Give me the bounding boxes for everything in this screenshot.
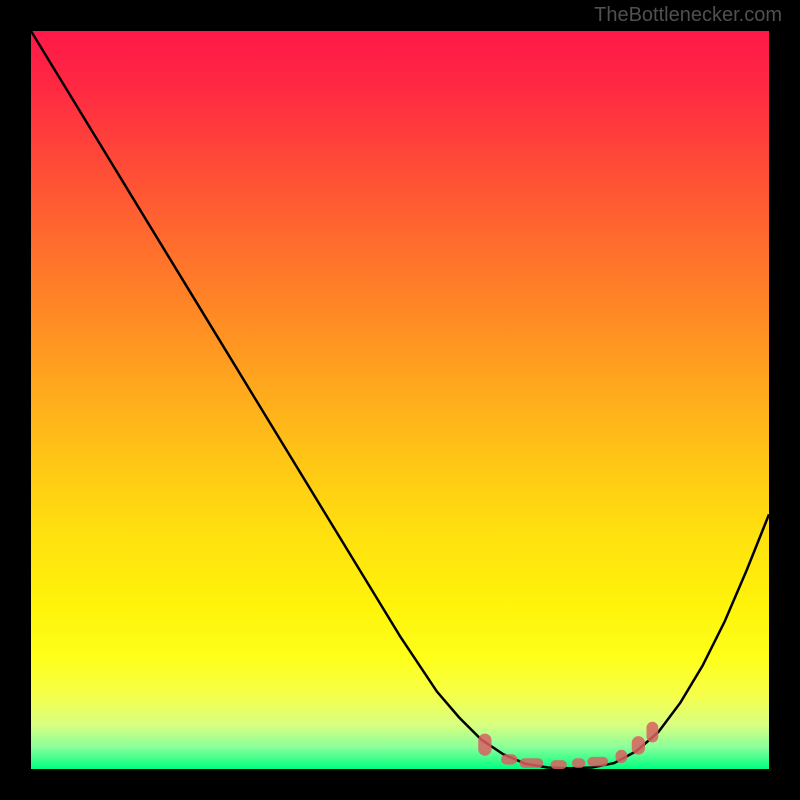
curve-marker [478, 734, 491, 756]
curve-marker [551, 760, 567, 769]
curve-marker [572, 758, 585, 768]
curve-marker [646, 722, 658, 743]
plot-area [31, 31, 769, 769]
bottleneck-curve [31, 31, 769, 769]
curve-marker [501, 754, 517, 764]
curve-marker [520, 758, 544, 768]
curve-marker [632, 736, 645, 754]
curve-marker [587, 757, 608, 767]
watermark-text: TheBottlenecker.com [594, 4, 782, 27]
curve-marker [616, 750, 628, 763]
